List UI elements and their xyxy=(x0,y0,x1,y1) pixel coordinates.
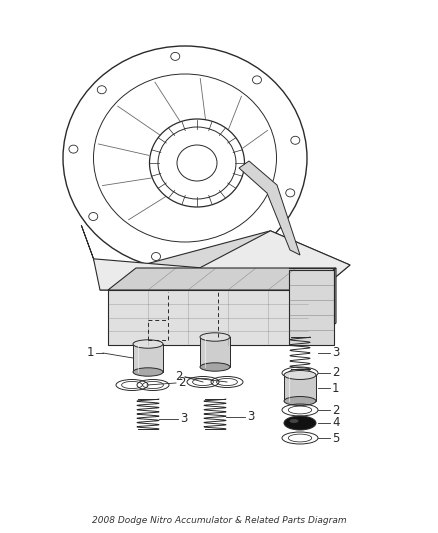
Bar xyxy=(133,344,163,372)
Text: 2008 Dodge Nitro Accumulator & Related Parts Diagram: 2008 Dodge Nitro Accumulator & Related P… xyxy=(92,516,346,525)
Text: 2: 2 xyxy=(178,376,186,390)
Polygon shape xyxy=(239,161,300,255)
Ellipse shape xyxy=(133,340,163,348)
Bar xyxy=(200,337,230,367)
Ellipse shape xyxy=(284,370,316,379)
Text: 1: 1 xyxy=(332,382,339,394)
Ellipse shape xyxy=(237,243,246,251)
Text: 2: 2 xyxy=(176,370,183,384)
Text: 5: 5 xyxy=(332,432,339,445)
Text: 2: 2 xyxy=(332,403,339,416)
Ellipse shape xyxy=(200,333,230,341)
Text: 3: 3 xyxy=(332,346,339,359)
Ellipse shape xyxy=(286,189,295,197)
Ellipse shape xyxy=(133,368,163,376)
Polygon shape xyxy=(93,231,350,290)
Polygon shape xyxy=(81,225,105,290)
Ellipse shape xyxy=(284,416,316,430)
Bar xyxy=(289,270,334,345)
Polygon shape xyxy=(308,268,336,345)
Bar xyxy=(284,375,316,401)
Text: 2: 2 xyxy=(332,367,339,379)
Text: 3: 3 xyxy=(180,413,187,425)
Polygon shape xyxy=(100,231,350,290)
Ellipse shape xyxy=(69,145,78,153)
Ellipse shape xyxy=(152,253,160,261)
Ellipse shape xyxy=(171,52,180,60)
Ellipse shape xyxy=(89,213,98,221)
Text: 3: 3 xyxy=(247,410,254,424)
Polygon shape xyxy=(108,268,336,290)
Ellipse shape xyxy=(291,136,300,144)
Ellipse shape xyxy=(97,86,106,94)
Ellipse shape xyxy=(290,419,299,423)
Text: 4: 4 xyxy=(332,416,339,430)
Ellipse shape xyxy=(200,363,230,371)
Text: 1: 1 xyxy=(86,346,94,359)
Ellipse shape xyxy=(284,397,316,406)
Bar xyxy=(108,290,308,345)
Ellipse shape xyxy=(252,76,261,84)
